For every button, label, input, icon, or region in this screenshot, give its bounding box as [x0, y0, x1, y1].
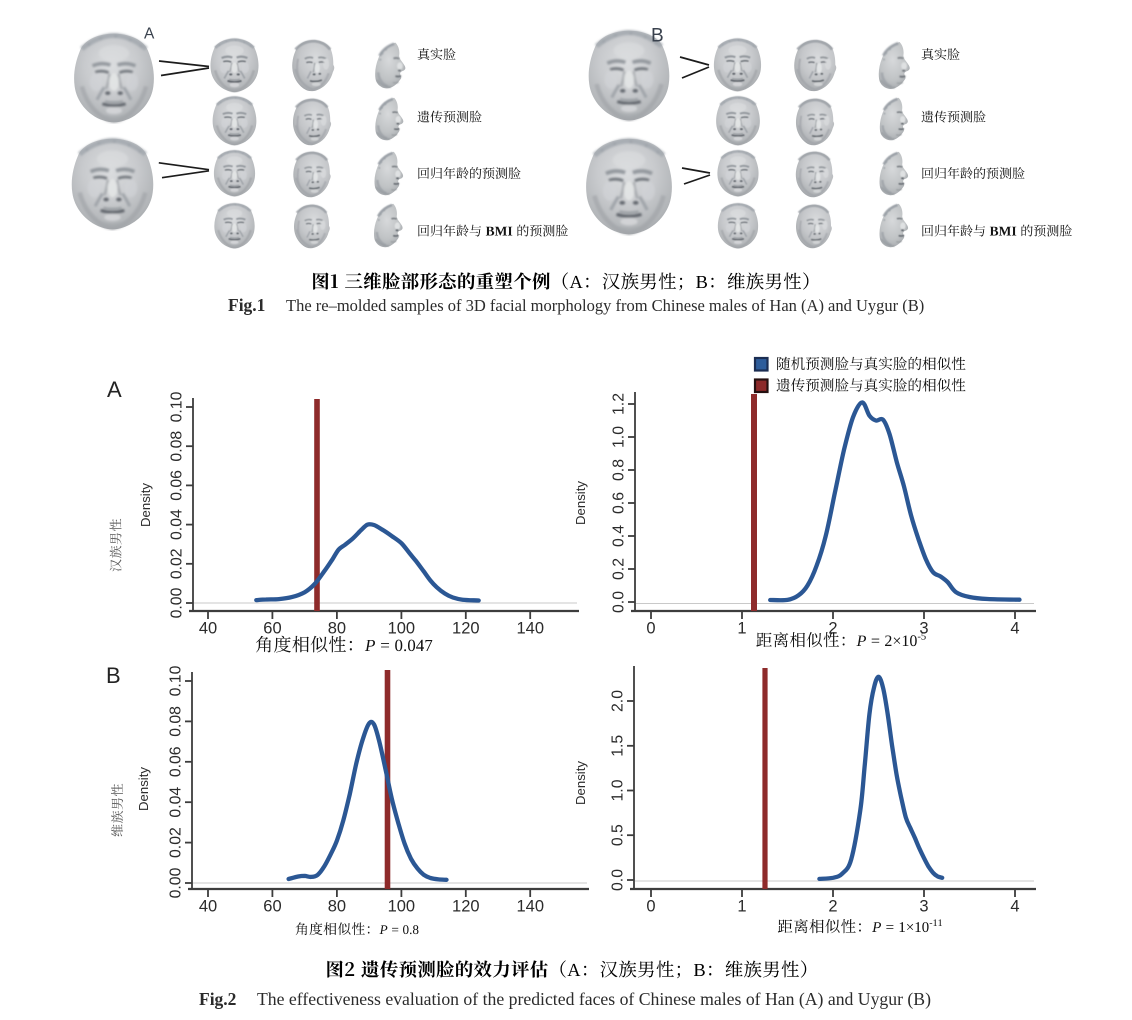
svg-text:1.5: 1.5 [610, 735, 627, 757]
svg-text:A: A [107, 377, 122, 402]
svg-text:1: 1 [737, 898, 746, 916]
svg-text:0: 0 [646, 898, 655, 916]
svg-text:B: B [106, 663, 121, 688]
svg-text:120: 120 [452, 898, 480, 916]
svg-text:2: 2 [828, 620, 837, 638]
svg-text:140: 140 [516, 898, 544, 916]
svg-text:B: B [651, 26, 664, 47]
svg-text:0.06: 0.06 [169, 470, 186, 501]
svg-text:0.4: 0.4 [611, 525, 628, 547]
svg-text:1.2: 1.2 [611, 393, 628, 415]
svg-text:0.2: 0.2 [611, 558, 628, 580]
svg-text:120: 120 [452, 620, 480, 638]
svg-text:Density: Density [573, 761, 588, 805]
svg-text:0.08: 0.08 [168, 706, 185, 737]
svg-text:0.00: 0.00 [168, 867, 185, 898]
svg-text:1.0: 1.0 [610, 779, 627, 801]
svg-text:60: 60 [263, 898, 281, 916]
svg-text:0.04: 0.04 [169, 509, 186, 540]
svg-text:0.0: 0.0 [611, 591, 628, 613]
svg-text:0.5: 0.5 [610, 824, 627, 846]
svg-text:3: 3 [919, 620, 928, 638]
svg-text:0.04: 0.04 [168, 787, 185, 818]
svg-text:0.10: 0.10 [169, 391, 186, 422]
svg-text:0.06: 0.06 [168, 746, 185, 777]
svg-text:0.02: 0.02 [168, 827, 185, 858]
svg-text:4: 4 [1010, 898, 1019, 916]
svg-text:0.6: 0.6 [611, 492, 628, 514]
svg-text:80: 80 [328, 620, 346, 638]
svg-text:1: 1 [737, 620, 746, 638]
svg-text:Density: Density [138, 483, 153, 527]
svg-text:100: 100 [388, 898, 416, 916]
svg-text:40: 40 [199, 898, 217, 916]
svg-text:0.0: 0.0 [610, 869, 627, 891]
svg-text:60: 60 [263, 620, 281, 638]
svg-text:0.02: 0.02 [169, 548, 186, 579]
svg-text:140: 140 [516, 620, 544, 638]
svg-text:1.0: 1.0 [611, 426, 628, 448]
svg-text:40: 40 [199, 620, 217, 638]
svg-text:2: 2 [828, 898, 837, 916]
svg-text:Density: Density [136, 767, 151, 811]
svg-text:100: 100 [388, 620, 416, 638]
svg-text:0.8: 0.8 [611, 459, 628, 481]
svg-text:3: 3 [919, 898, 928, 916]
svg-text:0.10: 0.10 [168, 665, 185, 696]
svg-text:80: 80 [328, 898, 346, 916]
svg-text:0.00: 0.00 [169, 587, 186, 618]
svg-text:4: 4 [1010, 620, 1019, 638]
svg-text:0: 0 [646, 620, 655, 638]
svg-text:0.08: 0.08 [169, 431, 186, 462]
svg-text:2.0: 2.0 [610, 690, 627, 712]
svg-text:Density: Density [573, 481, 588, 525]
svg-text:A: A [144, 26, 155, 43]
